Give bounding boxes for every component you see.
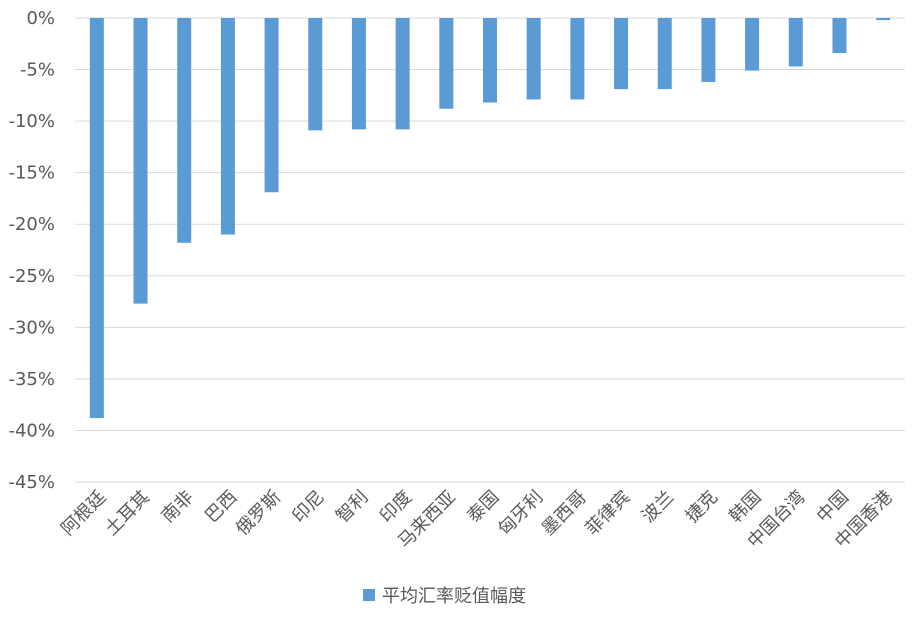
bar [439, 18, 454, 109]
x-tick-label: 墨西哥 [538, 487, 591, 540]
x-tick-label: 菲律宾 [582, 487, 635, 540]
x-tick-label: 智利 [332, 487, 372, 527]
bar [89, 18, 104, 419]
bars [89, 18, 891, 419]
x-tick-label: 阿根廷 [57, 487, 110, 540]
bar [264, 18, 279, 193]
bar [788, 18, 803, 67]
y-tick-label: -45% [8, 472, 55, 493]
y-tick-label: -30% [8, 317, 55, 338]
bar [701, 18, 716, 82]
y-tick-label: -15% [8, 163, 55, 184]
y-tick-label: -35% [8, 369, 55, 390]
x-tick-label: 印尼 [288, 487, 328, 527]
y-axis-tick-labels: 0% -5% -10% -15% -20% -25% -30% -35% -40% -45% [8, 8, 55, 493]
bar [308, 18, 323, 131]
x-tick-label: 南非 [157, 487, 197, 527]
y-tick-label: -40% [8, 420, 55, 441]
x-tick-label: 波兰 [638, 487, 678, 527]
x-tick-label: 土耳其 [101, 487, 154, 540]
bar [657, 18, 672, 90]
y-tick-label: -5% [20, 60, 55, 81]
y-tick-label: -10% [8, 111, 55, 132]
x-tick-label: 俄罗斯 [232, 487, 285, 540]
bar [745, 18, 760, 71]
bar [483, 18, 497, 103]
y-tick-label: -20% [8, 214, 55, 235]
bar [526, 18, 541, 100]
bar [220, 18, 235, 235]
bar [133, 18, 148, 304]
bar [177, 18, 192, 243]
y-tick-label: -25% [8, 266, 55, 287]
bar [570, 18, 585, 100]
x-tick-label: 匈牙利 [494, 487, 547, 540]
gridlines [75, 17, 905, 483]
bar [832, 18, 847, 54]
legend-label: 平均汇率贬值幅度 [382, 586, 526, 607]
x-tick-label: 捷克 [682, 487, 722, 527]
bar [351, 18, 366, 130]
legend: 平均汇率贬值幅度 [363, 586, 526, 607]
bar [395, 18, 410, 130]
bar [876, 18, 891, 21]
bar [614, 18, 629, 90]
y-tick-label: 0% [26, 8, 55, 29]
legend-swatch [363, 589, 375, 601]
